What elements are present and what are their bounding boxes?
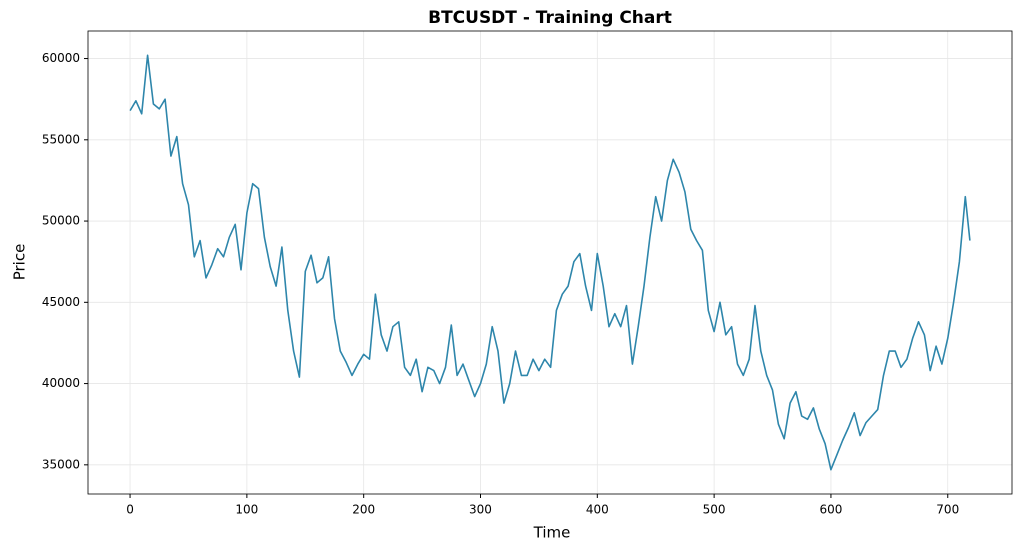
x-tick-label: 200 [352, 503, 375, 517]
y-tick-label: 50000 [42, 214, 80, 228]
x-tick-label: 0 [126, 503, 134, 517]
chart-title: BTCUSDT - Training Chart [428, 8, 672, 28]
x-tick-label: 700 [936, 503, 959, 517]
y-tick-label: 55000 [42, 132, 80, 146]
plot-frame [87, 30, 1013, 495]
y-tick-label: 40000 [42, 376, 80, 390]
y-tick-label: 45000 [42, 295, 80, 309]
x-tick-label: 300 [469, 503, 492, 517]
x-tick-label: 600 [819, 503, 842, 517]
y-tick-label: 35000 [42, 457, 80, 471]
price-line [129, 54, 971, 471]
x-tick-label: 500 [703, 503, 726, 517]
y-axis-label: Price [11, 244, 29, 281]
x-tick-label: 100 [235, 503, 258, 517]
x-tick-label: 400 [586, 503, 609, 517]
y-tick-label: 60000 [42, 51, 80, 65]
x-axis-label: Time [533, 524, 571, 542]
